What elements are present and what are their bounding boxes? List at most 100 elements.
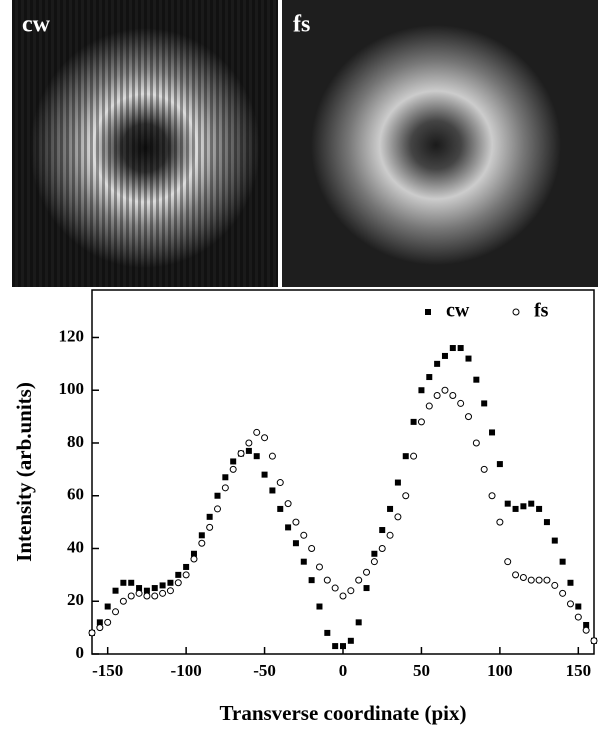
point <box>410 452 418 460</box>
y-tick-label: 20 <box>67 590 84 609</box>
point <box>276 479 284 487</box>
point <box>136 585 143 592</box>
point <box>426 374 433 381</box>
point <box>528 500 535 507</box>
point <box>536 505 543 512</box>
point <box>347 587 355 595</box>
point <box>104 603 111 610</box>
point <box>402 492 410 500</box>
point <box>566 600 574 608</box>
point <box>378 544 386 552</box>
point <box>268 452 276 460</box>
point <box>465 355 472 362</box>
y-tick-label: 60 <box>67 485 84 504</box>
point <box>159 589 167 597</box>
point <box>472 439 480 447</box>
point <box>551 537 558 544</box>
point <box>551 581 559 589</box>
point <box>112 587 119 594</box>
y-tick-label: 120 <box>59 326 85 345</box>
point <box>441 386 449 394</box>
point <box>104 618 112 626</box>
point <box>418 387 425 394</box>
x-tick-label: 100 <box>487 661 513 680</box>
point <box>285 524 292 531</box>
panel-label: cw <box>22 12 51 38</box>
point <box>520 503 527 510</box>
point <box>402 453 409 460</box>
point <box>386 531 394 539</box>
point <box>340 643 346 650</box>
point <box>583 621 590 628</box>
point <box>166 587 174 595</box>
point <box>582 626 590 634</box>
point <box>214 492 221 499</box>
legend-label: fs <box>534 300 549 322</box>
point <box>535 576 543 584</box>
point <box>527 576 535 584</box>
point <box>206 523 214 531</box>
point <box>332 643 339 650</box>
fs-beam <box>311 25 561 265</box>
point <box>575 603 582 610</box>
point <box>182 571 190 579</box>
point <box>519 574 527 582</box>
point <box>88 629 96 637</box>
point <box>183 563 190 570</box>
point <box>222 474 229 481</box>
point <box>143 587 150 594</box>
point <box>370 558 378 566</box>
point <box>559 558 566 565</box>
point <box>481 400 488 407</box>
point <box>190 555 198 563</box>
point <box>331 584 339 592</box>
point <box>151 585 158 592</box>
point <box>323 576 331 584</box>
legend-marker <box>512 308 520 316</box>
point <box>339 592 347 600</box>
point <box>473 376 480 383</box>
point <box>324 629 331 636</box>
point <box>559 589 567 597</box>
point <box>190 550 197 557</box>
point <box>112 608 120 616</box>
point <box>363 568 371 576</box>
x-tick-label: -100 <box>171 661 202 680</box>
point <box>394 479 401 486</box>
point <box>245 439 253 447</box>
point <box>96 619 103 626</box>
point <box>316 603 323 610</box>
point <box>512 571 520 579</box>
point <box>206 513 213 520</box>
point <box>174 579 182 587</box>
point <box>253 453 260 460</box>
point <box>315 563 323 571</box>
point <box>175 571 182 578</box>
cw-fringes <box>12 0 278 287</box>
point <box>425 402 433 410</box>
point <box>449 392 457 400</box>
point <box>457 345 464 352</box>
x-tick-label: 0 <box>339 661 348 680</box>
point <box>135 589 143 597</box>
point <box>457 399 465 407</box>
point <box>371 550 378 557</box>
y-tick-label: 40 <box>67 537 84 556</box>
point <box>449 345 456 352</box>
point <box>308 577 315 584</box>
point <box>151 592 159 600</box>
point <box>480 465 488 473</box>
point <box>347 637 354 644</box>
point <box>261 471 268 478</box>
point <box>119 597 127 605</box>
point <box>167 579 174 586</box>
point <box>143 592 151 600</box>
point <box>229 465 237 473</box>
point <box>379 527 386 534</box>
x-tick-label: -150 <box>92 661 123 680</box>
y-axis-label: Intensity (arb.units) <box>12 382 36 562</box>
point <box>543 519 550 526</box>
point <box>214 505 221 513</box>
point <box>284 500 292 508</box>
point <box>128 579 135 586</box>
